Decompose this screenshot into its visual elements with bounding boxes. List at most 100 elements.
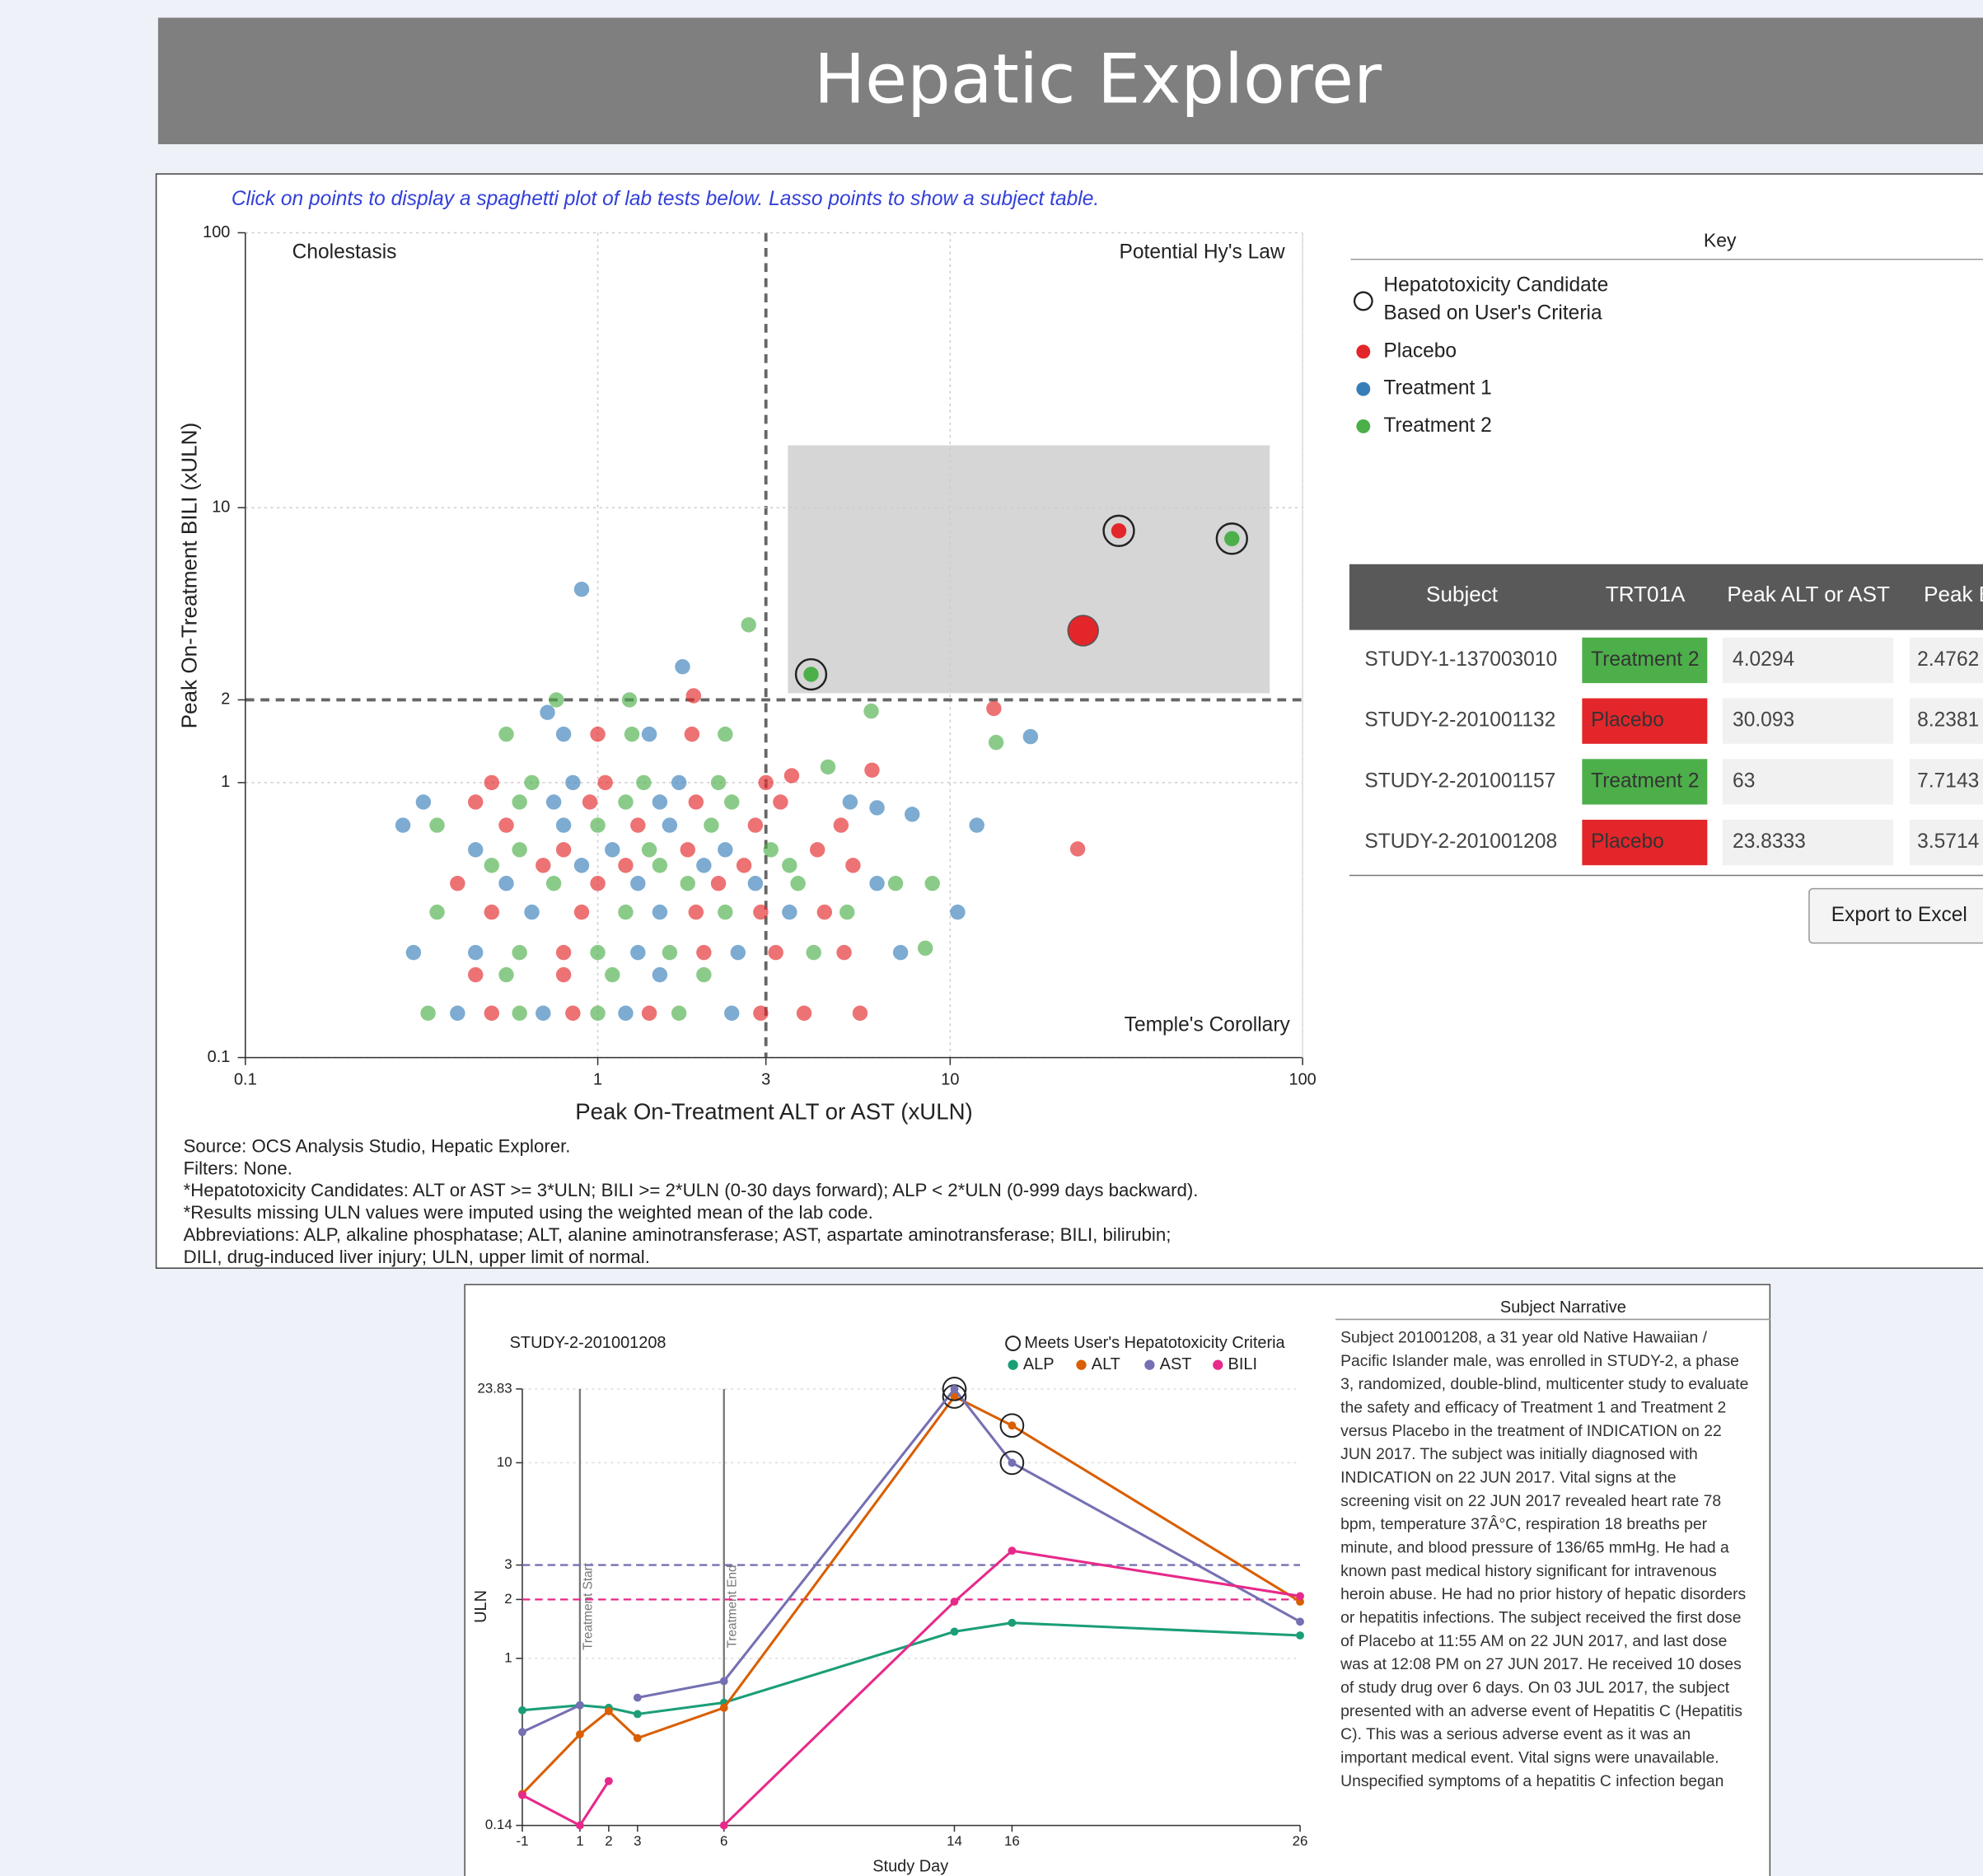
narrative-line: was at 12:08 PM on 27 JUN 2017. He recei… <box>1340 1655 1742 1673</box>
scatter-point <box>624 726 640 742</box>
series-point <box>1008 1618 1017 1627</box>
export-button-label[interactable]: Export to Excel <box>1831 904 1967 926</box>
y-tick-label: 10 <box>212 498 230 516</box>
y-tick-label: 2 <box>504 1591 512 1607</box>
series-point <box>950 1392 959 1401</box>
scatter-point <box>696 944 712 961</box>
narrative-line: of study drug over 6 days. On 03 JUL 201… <box>1340 1678 1730 1696</box>
legend-swatch <box>1213 1359 1223 1370</box>
scatter-point <box>555 966 572 983</box>
key-swatch <box>1356 419 1371 433</box>
quadrant-label: Temple's Corollary <box>1125 1014 1291 1036</box>
narrative-title: Subject Narrative <box>1500 1298 1626 1317</box>
footnote: Source: OCS Analysis Studio, Hepatic Exp… <box>184 1135 571 1156</box>
scatter-point <box>618 794 634 810</box>
scatter-point <box>718 726 733 742</box>
x-tick-label: 16 <box>1004 1833 1020 1849</box>
scatter-point <box>498 817 514 833</box>
criteria-ring <box>999 1450 1025 1476</box>
scatter-point <box>512 944 527 961</box>
table-cell: Treatment 2 <box>1591 770 1699 792</box>
y-tick-label: 2 <box>221 690 230 709</box>
scatter-point <box>680 842 695 858</box>
scatter-point <box>590 817 606 833</box>
narrative-line: the safety and efficacy of Treatment 1 a… <box>1340 1399 1726 1417</box>
scatter-point <box>630 817 646 833</box>
scatter-point <box>512 1005 527 1021</box>
scatter-point <box>736 858 752 873</box>
scatter-point <box>730 944 746 961</box>
scatter-point <box>680 875 695 891</box>
series-point <box>633 1693 642 1702</box>
narrative-line: bpm, temperature 37Â°C, respiration 18 b… <box>1340 1514 1708 1533</box>
scatter-point <box>405 944 422 961</box>
key-swatch <box>1356 381 1371 396</box>
scatter-point <box>536 858 551 873</box>
scatter-point <box>869 875 885 891</box>
scatter-point <box>573 858 590 873</box>
x-tick-label: 0.1 <box>234 1070 257 1088</box>
table-cell: 23.8333 <box>1733 830 1806 853</box>
scatter-point <box>662 817 678 833</box>
series-point <box>1008 1458 1017 1467</box>
scatter-point <box>869 800 885 816</box>
table-cell: Placebo <box>1591 830 1664 853</box>
quadrant-label: Cholestasis <box>292 241 397 264</box>
series-point <box>518 1790 526 1799</box>
footnote: *Results missing ULN values were imputed… <box>184 1202 873 1223</box>
scatter-point <box>555 726 572 742</box>
legend-label: ALP <box>1023 1355 1055 1373</box>
scatter-point <box>565 1005 581 1021</box>
scatter-point <box>685 688 702 704</box>
key-label: Treatment 1 <box>1383 377 1491 400</box>
narrative-line: Subject 201001208, a 31 year old Native … <box>1340 1329 1707 1347</box>
series-point <box>576 1730 584 1738</box>
key-label: Treatment 2 <box>1383 414 1491 437</box>
scatter-point <box>842 794 858 810</box>
scatter-point <box>420 1005 436 1021</box>
detail-panel <box>464 1284 1771 1876</box>
header-title: Hepatic Explorer <box>814 39 1382 119</box>
instruction: Click on points to display a spaghetti p… <box>232 188 1099 210</box>
scatter-point <box>450 1005 465 1021</box>
candidate-point <box>803 667 819 682</box>
series-point <box>604 1707 613 1715</box>
header-bar <box>157 17 1983 145</box>
scatter-point <box>747 875 764 891</box>
narrative-line: known past medical history significant f… <box>1340 1562 1717 1580</box>
x-tick-label: 100 <box>1288 1070 1316 1088</box>
narrative-line: screening visit on 22 JUN 2017 revealed … <box>1340 1492 1721 1510</box>
scatter-point <box>652 794 668 810</box>
value-cell <box>1909 698 1983 744</box>
series-point <box>576 1821 584 1830</box>
scatter-point <box>782 858 797 873</box>
scatter-point <box>590 944 606 961</box>
scatter-point <box>688 904 704 920</box>
series-point <box>1296 1631 1304 1640</box>
y-axis-label: ULN <box>472 1590 490 1623</box>
scatter-point <box>618 904 634 920</box>
scatter-point <box>763 842 779 858</box>
x-axis-label: Study Day <box>872 1858 948 1876</box>
table-cell: STUDY-2-201001132 <box>1364 709 1555 732</box>
scatter-point <box>524 904 540 920</box>
column-header: TRT01A <box>1606 582 1686 606</box>
legend-label: AST <box>1160 1355 1192 1373</box>
scatter-point <box>864 762 880 778</box>
narrative-line: versus Placebo in the treatment of INDIC… <box>1340 1422 1722 1440</box>
export-button[interactable] <box>1808 887 1983 944</box>
candidate-ring <box>794 657 828 691</box>
scatter-point <box>468 842 484 858</box>
legend-label: ALT <box>1092 1355 1120 1373</box>
day-marker-label: Treatment End <box>726 1565 740 1648</box>
scatter-point <box>917 940 933 957</box>
table-cell: 30.093 <box>1733 709 1794 732</box>
scatter-point <box>820 759 836 775</box>
scatter-point <box>887 875 904 891</box>
narrative-line: minute, and blood pressure of 136/65 mmH… <box>1340 1539 1729 1557</box>
scatter-point <box>468 794 484 810</box>
scatter-point <box>671 1005 687 1021</box>
scatter-point <box>545 875 562 891</box>
